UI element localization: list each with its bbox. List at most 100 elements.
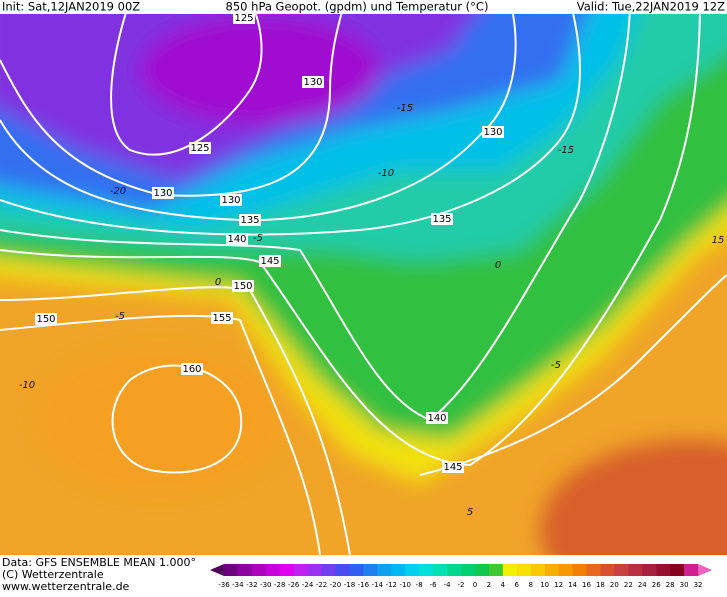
colorbar-swatch	[544, 564, 560, 576]
colorbar-label: 26	[652, 581, 661, 589]
temperature-label: -10	[378, 168, 394, 179]
geopotential-label-box	[220, 194, 242, 206]
map-title: 850 hPa Geopot. (gpdm) und Temperatur (°…	[226, 0, 489, 14]
geopotential-label-box	[302, 76, 324, 88]
colorbar-label: -10	[400, 581, 411, 589]
colorbar-label: -20	[330, 581, 341, 589]
temperature-label: 15	[712, 235, 725, 246]
geopotential-label: 150	[233, 281, 252, 292]
colorbar-swatch	[572, 564, 587, 576]
colorbar-swatch	[433, 564, 448, 576]
temperature-label: -20	[110, 186, 126, 197]
geopotential-label-box	[239, 214, 261, 226]
colorbar-swatch	[516, 564, 532, 576]
colorbar-swatch	[447, 564, 462, 576]
colorbar-label: -2	[458, 581, 465, 589]
colorbar-swatch	[642, 564, 657, 576]
geopotential-label: 130	[483, 127, 502, 138]
colorbar-swatch	[502, 564, 518, 576]
geopotential-label: 145	[443, 462, 462, 473]
colorbar-label: 18	[596, 581, 605, 589]
colorbar-swatch	[474, 564, 490, 576]
colorbar-label: -12	[386, 581, 397, 589]
colorbar-swatch	[670, 564, 685, 576]
colorbar-arrow	[698, 564, 712, 576]
colorbar-swatch	[349, 564, 364, 576]
colorbar-label: 6	[515, 581, 520, 589]
colorbar-swatch	[488, 564, 504, 576]
colorbar-label: 4	[501, 581, 506, 589]
colorbar-label: 0	[473, 581, 477, 589]
geopotential-label-box	[233, 12, 255, 24]
colorbar-label: -6	[430, 581, 438, 589]
geopotential-label-box	[442, 461, 464, 473]
colorbar-swatch	[335, 564, 350, 576]
geopotential-label: 135	[240, 215, 259, 226]
colorbar-swatch	[600, 564, 615, 576]
colorbar-label: -8	[416, 581, 423, 589]
colorbar-swatch	[586, 564, 601, 576]
valid-time: Valid: Tue,22JAN2019 12Z	[577, 0, 725, 14]
temperature-label: 0	[215, 277, 221, 288]
colorbar-arrow	[210, 564, 224, 576]
colorbar-label: -32	[246, 581, 257, 589]
colorbar-swatch	[684, 564, 699, 576]
geopotential-label-box	[152, 187, 174, 199]
colorbar-label: -26	[288, 581, 300, 589]
geopotential-label: 130	[303, 77, 322, 88]
geopotential-label: 145	[260, 256, 279, 267]
geopotential-label-box	[426, 412, 448, 424]
colorbar-label: -30	[260, 581, 271, 589]
colorbar-swatch	[558, 564, 574, 576]
colorbar-label: -36	[218, 581, 230, 589]
colorbar-swatch	[363, 564, 378, 576]
colorbar-label: -22	[316, 581, 327, 589]
colorbar-swatch	[307, 564, 323, 576]
website: www.wetterzentrale.de	[2, 580, 130, 593]
geopotential-label: 155	[212, 313, 231, 324]
temperature-label: -15	[397, 103, 413, 114]
colorbar-swatch	[293, 564, 309, 576]
temperature-label: -5	[115, 311, 125, 322]
geopotential-label-box	[211, 312, 233, 324]
header-bar	[0, 0, 727, 14]
colorbar-label: -16	[358, 581, 370, 589]
colorbar-swatch	[419, 564, 434, 576]
temperature-label: 5	[467, 507, 473, 518]
init-time: Init: Sat,12JAN2019 00Z	[2, 0, 140, 14]
temperature-label: -5	[253, 233, 263, 244]
colorbar-label: 28	[666, 581, 675, 589]
data-source: Data: GFS ENSEMBLE MEAN 1.000°	[2, 556, 196, 569]
colorbar-swatch	[223, 564, 239, 576]
colorbar-label: -34	[232, 581, 244, 589]
colorbar-swatch	[614, 564, 629, 576]
geopotential-label-box	[259, 255, 281, 267]
colorbar-label: 20	[610, 581, 619, 589]
colorbar-swatch	[628, 564, 643, 576]
geopotential-label: 140	[427, 413, 446, 424]
geopotential-label: 135	[432, 214, 451, 225]
colorbar-swatch	[391, 564, 406, 576]
geopotential-label-box	[181, 363, 203, 375]
geopotential-label-box	[189, 142, 211, 154]
temperature-label: 0	[495, 260, 501, 271]
colorbar-swatch	[656, 564, 671, 576]
colorbar-label: 30	[680, 581, 689, 589]
geopotential-label: 125	[234, 13, 253, 24]
colorbar-label: 8	[528, 581, 532, 589]
colorbar-label: 10	[540, 581, 549, 589]
geopotential-label-box	[232, 280, 254, 292]
colorbar-label: -4	[444, 581, 452, 589]
colorbar-label: 16	[582, 581, 591, 589]
colorbar-swatch	[279, 564, 295, 576]
colorbar-label: -18	[344, 581, 355, 589]
geopotential-label: 130	[153, 188, 172, 199]
temperature-label: -10	[19, 380, 35, 391]
colorbar-label: 22	[624, 581, 633, 589]
colorbar-swatch	[377, 564, 392, 576]
temperature-label: -5	[551, 360, 561, 371]
geopotential-label-box	[35, 313, 57, 325]
colorbar-label: 2	[487, 581, 491, 589]
